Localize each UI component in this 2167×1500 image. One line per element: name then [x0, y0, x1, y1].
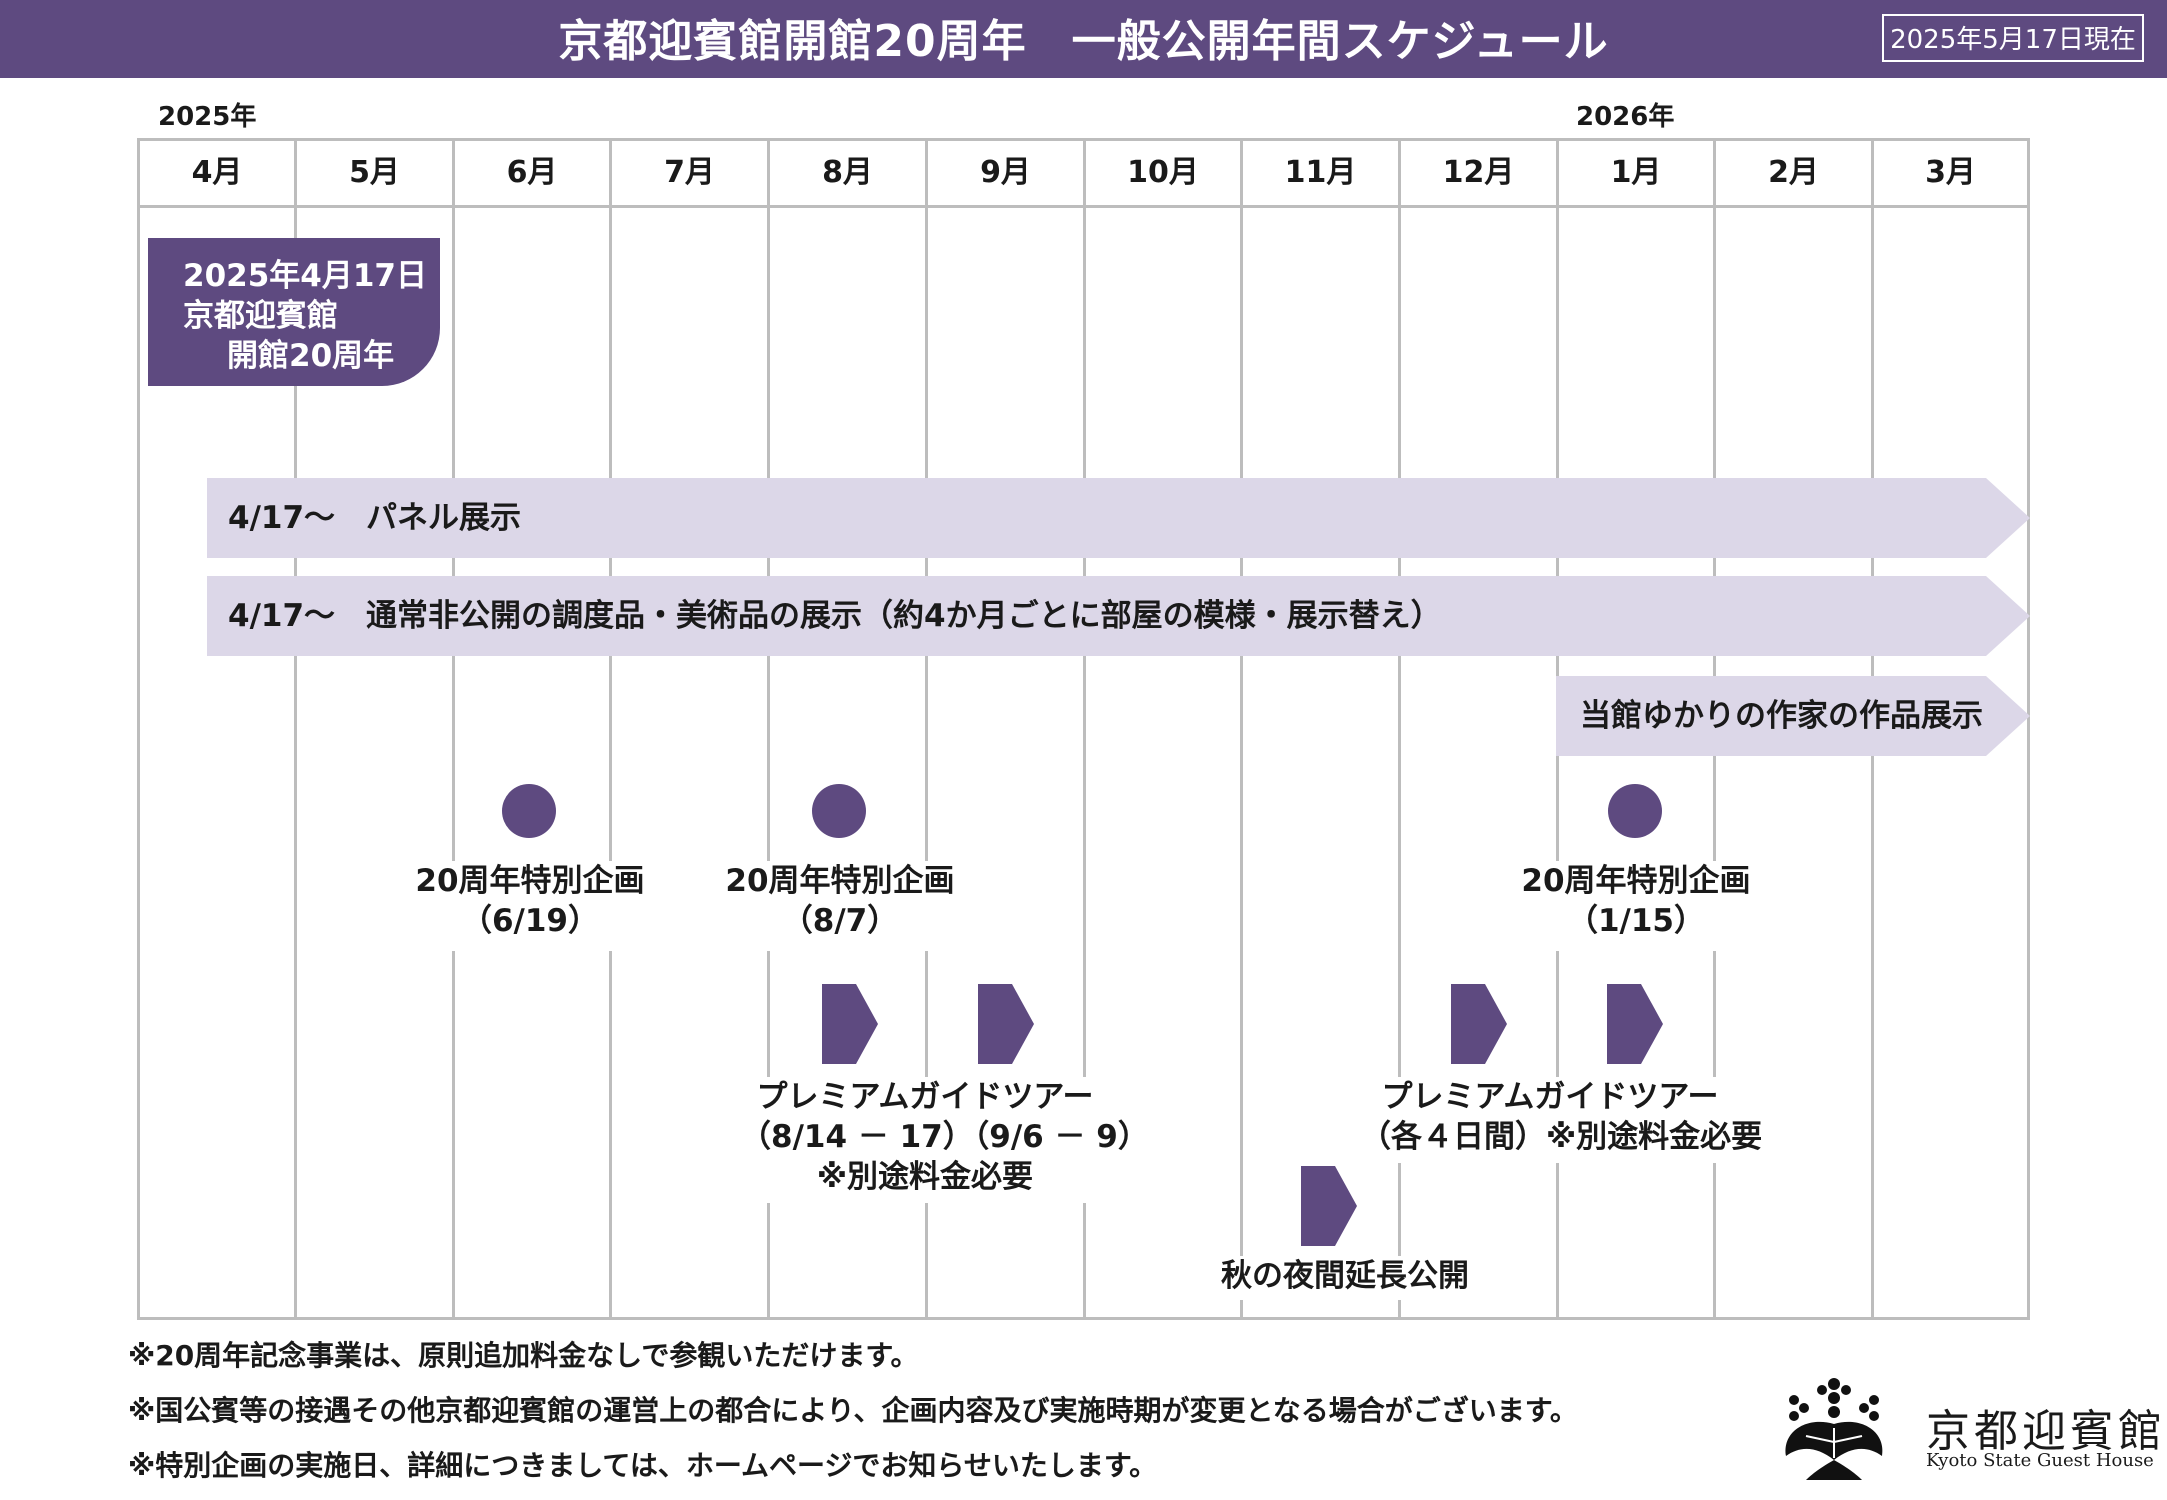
special-event-title: 20周年特別企画 [1521, 863, 1751, 899]
guide-tour-title: プレミアムガイドツアー [756, 1079, 1094, 1115]
month-header-oct: 10月 [1127, 155, 1199, 190]
month-divider [1240, 141, 1243, 1317]
page-title: 京都迎賓館開館20周年 一般公開年間スケジュール [558, 16, 1609, 67]
anniversary-date: 2025年4月17日 [183, 258, 427, 294]
month-header-mar: 3月 [1925, 155, 1976, 190]
paulownia-crest-icon [1785, 1378, 1883, 1480]
panel-exhibit-label: 4/17～ パネル展示 [228, 500, 522, 536]
anniversary-venue: 京都迎賓館 [183, 298, 338, 334]
footnote: ※特別企画の実施日、詳細につきましては、ホームページでお知らせいたします。 [128, 1449, 1158, 1482]
footnote: ※20周年記念事業は、原則追加料金なしで参観いただけます。 [128, 1339, 919, 1372]
month-divider [1398, 141, 1401, 1317]
anniversary-box: 2025年4月17日 京都迎賓館 開館20周年 [148, 238, 440, 386]
special-event-title: 20周年特別企画 [415, 863, 645, 899]
guide-tour-fee: ※別途料金必要 [816, 1159, 1034, 1195]
month-divider [767, 141, 770, 1317]
month-divider [925, 141, 928, 1317]
guide-tour-flag-jan [1607, 984, 1663, 1064]
special-event-marker-jun [502, 784, 556, 838]
special-event-jan: 20周年特別企画 （1/15） [1486, 861, 1786, 951]
month-header-sep: 9月 [980, 155, 1031, 190]
artists-exhibit-label: 当館ゆかりの作家の作品展示 [1580, 698, 1983, 734]
month-header-aug: 8月 [822, 155, 873, 190]
as-of-date-badge: 2025年5月17日現在 [1882, 14, 2144, 62]
month-header-jan: 1月 [1610, 155, 1662, 190]
month-header-apr: 4月 [191, 155, 243, 190]
month-divider [609, 141, 612, 1317]
panel-exhibit-band [207, 478, 2030, 558]
guide-tour-flag-aug [822, 984, 878, 1064]
special-event-aug: 20周年特別企画 （8/7） [690, 861, 990, 951]
month-header-nov: 11月 [1284, 155, 1357, 190]
month-header-dec: 12月 [1442, 155, 1515, 190]
special-event-title: 20周年特別企画 [725, 863, 955, 899]
furnishings-exhibit-label: 4/17～ 通常非公開の調度品・美術品の展示（約4か月ごとに部屋の模様・展示替え… [228, 598, 1442, 634]
schedule-grid [137, 138, 2030, 1320]
special-event-jun: 20周年特別企画 （6/19） [380, 861, 680, 951]
year-label-2025: 2025年 [158, 102, 257, 132]
guide-tour-detail: （各４日間）※別途料金必要 [1360, 1119, 1763, 1155]
year-label-2026: 2026年 [1576, 102, 1675, 132]
guide-tour-flag-sep [978, 984, 1034, 1064]
special-event-date: （1/15） [1566, 903, 1706, 939]
month-header-jun: 6月 [506, 155, 558, 190]
special-event-marker-jan [1608, 784, 1662, 838]
guide-tour-summer: プレミアムガイドツアー （8/14 － 17）（9/6 － 9） ※別途料金必要 [740, 1077, 1149, 1203]
special-event-marker-aug [812, 784, 866, 838]
month-divider [294, 141, 297, 1317]
special-event-date: （6/19） [460, 903, 600, 939]
month-header-feb: 2月 [1768, 155, 1819, 190]
night-opening-flag [1301, 1166, 1357, 1246]
header-bar [0, 0, 2167, 78]
guide-tour-title: プレミアムガイドツアー [1381, 1079, 1719, 1115]
anniversary-caption: 開館20周年 [227, 338, 395, 374]
logo-subtitle: Kyoto State Guest House [1926, 1450, 2154, 1471]
guide-tour-winter: プレミアムガイドツアー （各４日間）※別途料金必要 [1360, 1077, 1763, 1163]
footnote: ※国公賓等の接遇その他京都迎賓館の運営上の都合により、企画内容及び実施時期が変更… [128, 1394, 1578, 1427]
furnishings-exhibit-band [207, 576, 2030, 656]
guide-tour-flag-dec [1451, 984, 1507, 1064]
guide-tour-dates: （8/14 － 17）（9/6 － 9） [740, 1119, 1149, 1155]
special-event-date: （8/7） [781, 903, 899, 939]
month-header-may: 5月 [349, 155, 400, 190]
artists-exhibit-band [1556, 676, 2030, 756]
night-opening-label: 秋の夜間延長公開 [1195, 1256, 1495, 1300]
month-divider [1083, 141, 1086, 1317]
logo-name: 京都迎賓館 [1926, 1406, 2166, 1457]
month-divider [452, 141, 455, 1317]
month-header-jul: 7月 [664, 155, 715, 190]
